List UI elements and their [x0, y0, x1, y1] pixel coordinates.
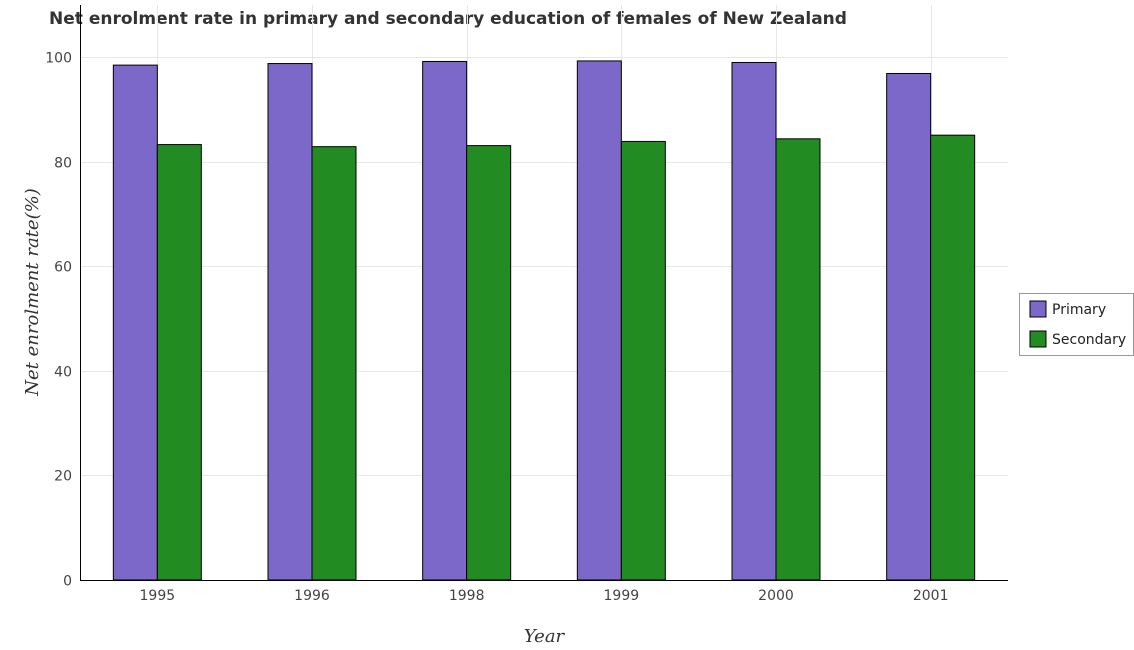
y-axis-label: Net enrolment rate(%)	[22, 188, 43, 396]
y-tick-label: 0	[63, 574, 72, 590]
bar-secondary	[620, 140, 666, 581]
x-tick-label: 1995	[140, 588, 176, 604]
bar-primary	[112, 64, 158, 581]
y-tick-label: 20	[54, 469, 72, 485]
grid	[80, 5, 1008, 581]
y-tick-label: 100	[45, 51, 72, 67]
legend-label-secondary: Secondary	[1052, 332, 1126, 348]
y-tick-label: 80	[54, 156, 72, 172]
bar-secondary	[930, 134, 976, 581]
x-tick-label: 1999	[604, 588, 640, 604]
bar-primary	[576, 60, 622, 581]
bar-primary	[886, 72, 932, 581]
legend-label-primary: Primary	[1052, 302, 1106, 318]
legend-swatch-secondary	[1029, 330, 1047, 348]
legend: Primary Secondary	[1019, 293, 1134, 356]
bar-primary	[267, 63, 313, 581]
x-axis-label: Year	[524, 626, 566, 647]
bar-secondary	[775, 138, 821, 581]
bar-secondary	[311, 146, 357, 581]
x-tick-label: 2000	[758, 588, 794, 604]
bars	[112, 60, 976, 581]
bar-secondary	[466, 145, 512, 581]
bar-primary	[422, 60, 468, 581]
bar-primary	[731, 62, 777, 581]
x-tick-label: 1996	[294, 588, 330, 604]
y-tick-label: 60	[54, 260, 72, 276]
axis-ticks: 0 20 40 60 80 100 1995 1996 1998 1999 2000 2001	[45, 51, 948, 605]
x-tick-label: 1998	[449, 588, 485, 604]
y-tick-label: 40	[54, 365, 72, 381]
chart-title: Net enrolment rate in primary and second…	[49, 9, 847, 29]
x-tick-label: 2001	[913, 588, 949, 604]
legend-swatch-primary	[1029, 300, 1047, 318]
bar-secondary	[156, 144, 202, 581]
